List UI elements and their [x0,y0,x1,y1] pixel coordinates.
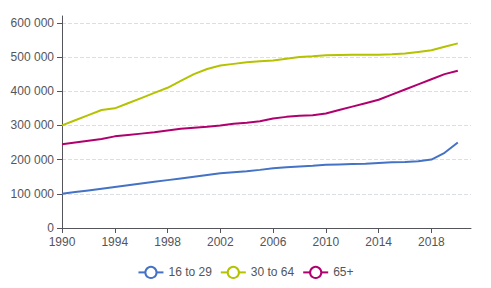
svg-text:100 000: 100 000 [11,187,55,201]
svg-text:2006: 2006 [260,235,287,249]
svg-text:200 000: 200 000 [11,153,55,167]
svg-text:30 to 64: 30 to 64 [251,265,295,279]
svg-text:2018: 2018 [418,235,445,249]
svg-text:2010: 2010 [313,235,340,249]
svg-text:65+: 65+ [333,265,353,279]
svg-text:16 to 29: 16 to 29 [168,265,212,279]
svg-text:1998: 1998 [154,235,181,249]
svg-text:400 000: 400 000 [11,84,55,98]
svg-text:2014: 2014 [365,235,392,249]
svg-text:0: 0 [47,221,54,235]
svg-text:1994: 1994 [101,235,128,249]
svg-text:300 000: 300 000 [11,118,55,132]
svg-text:2002: 2002 [207,235,234,249]
svg-text:600 000: 600 000 [11,16,55,30]
svg-text:500 000: 500 000 [11,50,55,64]
svg-text:1990: 1990 [49,235,76,249]
